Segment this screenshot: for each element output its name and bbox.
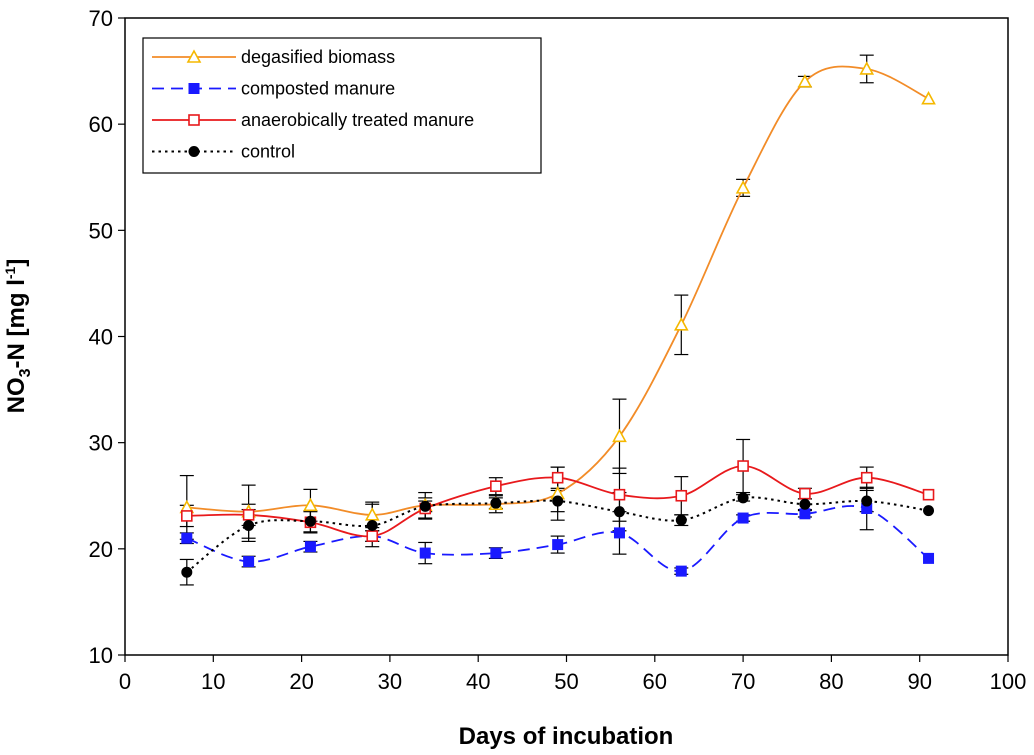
data-point (188, 83, 200, 94)
y-tick-label: 60 (89, 112, 113, 137)
data-point (673, 317, 689, 331)
series-points (181, 492, 935, 578)
data-point (181, 510, 193, 522)
x-tick-label: 90 (907, 669, 931, 694)
data-point (552, 495, 564, 507)
data-point (860, 471, 873, 484)
data-point (490, 480, 502, 492)
data-point (366, 519, 378, 531)
data-point (490, 547, 502, 559)
data-point (419, 500, 431, 512)
series-layer (179, 54, 936, 586)
data-point (799, 508, 811, 520)
data-point (613, 488, 626, 501)
data-point (675, 489, 688, 502)
legend: degasified biomass composted manure anaero… (142, 37, 542, 174)
data-point (304, 515, 316, 527)
x-axis-title: Days of incubation (459, 723, 674, 750)
legend-label: composted manure (241, 79, 395, 99)
data-point (366, 530, 379, 542)
data-point (737, 492, 749, 504)
y-tick-label: 30 (89, 431, 113, 456)
x-tick-label: 0 (119, 669, 131, 694)
x-tick-label: 30 (378, 669, 402, 694)
x-tick-label: 20 (289, 669, 313, 694)
x-axis: 0 10 20 30 40 50 60 70 80 90 100 (119, 655, 1026, 694)
y-tick-label: 70 (89, 6, 113, 31)
data-point (364, 507, 380, 521)
data-point (188, 146, 200, 157)
legend-box (142, 37, 542, 174)
data-point (797, 74, 813, 88)
data-point (859, 61, 875, 75)
y-axis-title-part: NO (3, 377, 30, 413)
data-point (923, 505, 935, 517)
y-axis-title: NO3-N [mg l-1] (2, 259, 34, 414)
data-point (186, 49, 202, 63)
data-point (613, 527, 625, 539)
y-tick-label: 20 (89, 537, 113, 562)
data-point (675, 514, 687, 526)
x-tick-label: 100 (990, 669, 1027, 694)
data-point (552, 539, 564, 551)
y-tick-label: 50 (89, 218, 113, 243)
data-point (243, 519, 255, 531)
data-point (675, 565, 687, 577)
x-tick-label: 40 (466, 669, 490, 694)
data-point (735, 180, 751, 194)
data-point (181, 566, 193, 578)
data-point (921, 91, 936, 105)
data-point (419, 547, 431, 559)
y-axis-title-superscript: -1 (2, 266, 18, 279)
data-point (490, 497, 502, 509)
y-axis-title-part: -N [mg l (3, 279, 30, 368)
data-point (923, 552, 935, 564)
data-point (304, 541, 316, 553)
data-point (799, 487, 811, 500)
x-tick-label: 60 (643, 669, 667, 694)
data-point (922, 488, 935, 501)
y-axis-title-subscript: 3 (17, 368, 34, 377)
data-point (737, 512, 749, 524)
legend-label: degasified biomass (241, 47, 395, 67)
data-point (612, 428, 627, 443)
data-point (613, 506, 625, 518)
data-point (243, 556, 255, 568)
data-point (181, 532, 193, 544)
x-tick-label: 80 (819, 669, 843, 694)
x-tick-label: 70 (731, 669, 755, 694)
x-tick-label: 10 (201, 669, 225, 694)
data-point (861, 495, 873, 507)
y-axis: 10 20 30 40 50 60 70 (89, 6, 125, 668)
data-point (551, 471, 564, 484)
data-point (737, 460, 749, 472)
data-point (188, 114, 200, 126)
y-tick-label: 40 (89, 325, 113, 350)
data-point (242, 509, 255, 521)
legend-label: control (241, 142, 295, 162)
x-tick-label: 50 (554, 669, 578, 694)
legend-label: anaerobically treated manure (241, 110, 474, 130)
data-point (799, 498, 811, 510)
y-axis-title-part: ] (3, 259, 30, 267)
data-point (303, 497, 318, 512)
y-tick-label: 10 (89, 643, 113, 668)
